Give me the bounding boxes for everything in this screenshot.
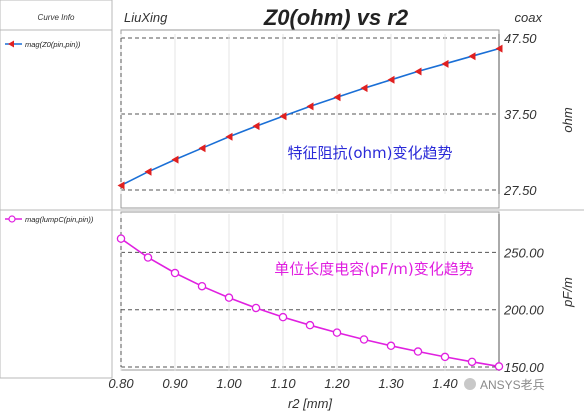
data-point-z0 [414, 67, 422, 76]
series-lumpc [116, 234, 504, 371]
curve-info-label: Curve Info [38, 13, 75, 22]
x-tick-label: 0.80 [108, 376, 134, 391]
y-tick-label: 250.00 [503, 245, 545, 260]
data-point-z0 [144, 167, 152, 176]
x-axis-label: r2 [mm] [288, 396, 332, 411]
data-point-z0 [468, 52, 476, 61]
annotation-z0: 特征阻抗(ohm)变化趋势 [287, 144, 452, 162]
x-tick-label: 1.30 [378, 376, 404, 391]
x-tick-label: 1.00 [216, 376, 242, 391]
data-point-lumpc [305, 320, 315, 330]
data-point-lumpc [116, 234, 126, 243]
watermark-icon [464, 378, 476, 390]
bottom-y-tick-labels: 250.00 200.00 150.00 [503, 245, 545, 375]
data-point-z0 [441, 59, 449, 68]
legend-label-lumpc: mag(lumpC(pin,pin)) [25, 215, 94, 224]
watermark-text: ANSYS老兵 [480, 378, 545, 392]
chart-title: Z0(ohm) vs r2 [263, 5, 409, 30]
x-tick-label: 1.40 [432, 376, 458, 391]
data-point-lumpc [386, 341, 396, 351]
data-point-lumpc [467, 357, 477, 367]
y-tick-label: 47.50 [504, 31, 537, 46]
data-point-lumpc [359, 335, 369, 344]
top-plot-area [120, 29, 500, 209]
y-axis-label-bottom: pF/m [560, 277, 575, 308]
x-tick-labels: 0.80 0.90 1.00 1.10 1.20 1.30 1.40 [108, 376, 458, 391]
curve-info-panel [0, 0, 113, 379]
x-tick-label: 1.20 [324, 376, 350, 391]
data-point-z0 [171, 155, 179, 164]
project-name: LiuXing [124, 10, 168, 25]
data-point-z0 [198, 144, 206, 153]
data-point-lumpc [332, 328, 342, 337]
x-tick-label: 1.10 [270, 376, 296, 391]
y-axis-label-top: ohm [560, 107, 575, 132]
legend-label-z0: mag(Z0(pin,pin)) [25, 40, 81, 49]
legend-marker-lumpc [8, 215, 16, 223]
annotation-lumpc: 单位长度电容(pF/m)变化趋势 [274, 260, 474, 278]
data-point-lumpc [251, 303, 261, 313]
top-gridlines [120, 34, 500, 194]
series-z0 [117, 44, 503, 190]
y-tick-label: 150.00 [504, 360, 545, 375]
data-point-z0 [387, 75, 395, 84]
data-point-z0 [252, 122, 260, 131]
data-point-lumpc [413, 347, 423, 356]
top-y-tick-labels: 47.50 37.50 27.50 [503, 31, 537, 198]
y-tick-label: 37.50 [504, 107, 537, 122]
legend-entry-z0[interactable]: mag(Z0(pin,pin)) [5, 40, 81, 49]
y-tick-label: 27.50 [503, 183, 537, 198]
watermark: ANSYS老兵 [464, 378, 545, 392]
y-tick-label: 200.00 [503, 303, 545, 318]
bottom-plot-area [120, 211, 500, 371]
data-point-lumpc [494, 362, 504, 371]
x-tick-label: 0.90 [162, 376, 188, 391]
data-point-z0 [279, 112, 287, 121]
data-point-lumpc [224, 293, 234, 302]
data-point-z0 [117, 181, 125, 190]
legend-entry-lumpc[interactable]: mag(lumpC(pin,pin)) [5, 215, 94, 224]
data-point-lumpc [197, 281, 207, 291]
bottom-gridlines [120, 214, 500, 371]
data-point-z0 [495, 44, 503, 53]
legend-marker-z0 [8, 40, 14, 48]
data-point-lumpc [143, 253, 153, 262]
data-point-lumpc [278, 312, 288, 322]
data-point-z0 [306, 102, 314, 111]
design-name: coax [515, 10, 543, 25]
data-point-z0 [360, 84, 368, 93]
data-point-lumpc [440, 352, 450, 362]
data-point-z0 [333, 93, 341, 102]
data-point-lumpc [170, 268, 180, 278]
data-point-z0 [225, 132, 233, 141]
